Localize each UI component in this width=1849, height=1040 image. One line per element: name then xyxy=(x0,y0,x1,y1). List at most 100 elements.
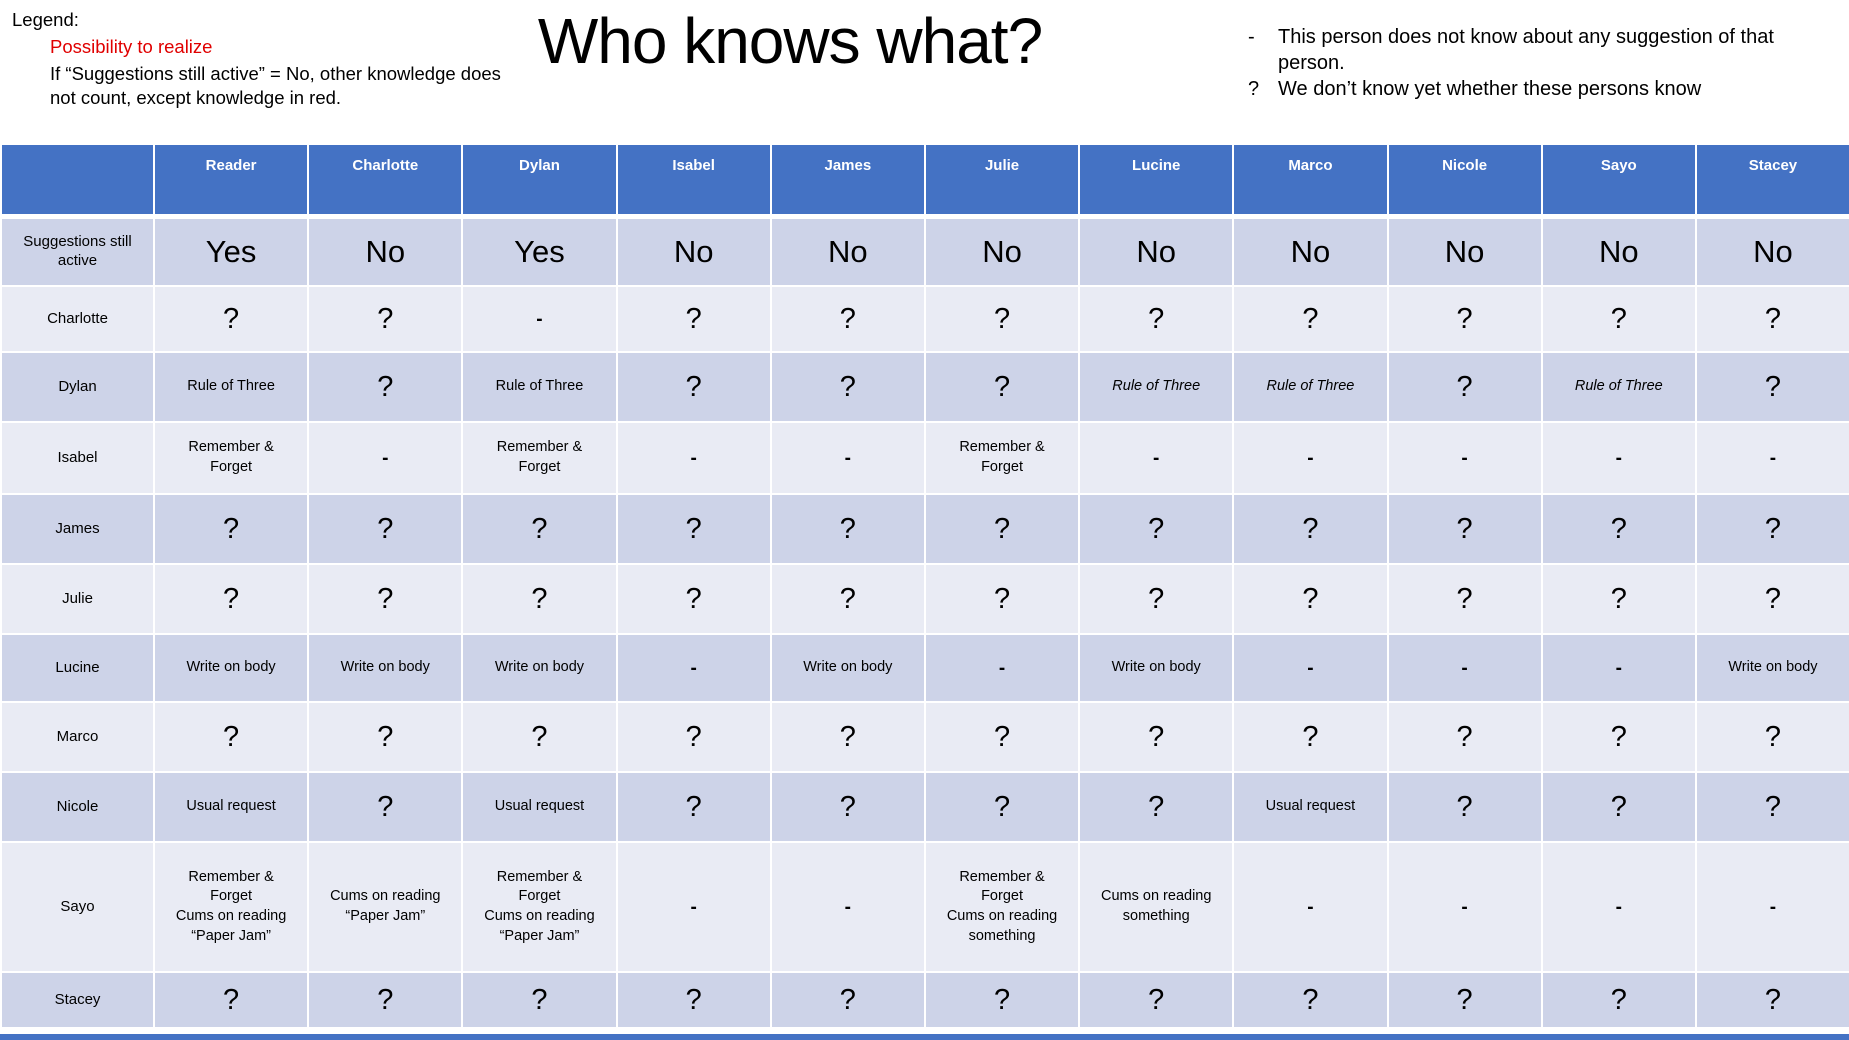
cell-marco-nicole: ? xyxy=(1386,701,1543,773)
table-row-lucine: Lucine Write on body Write on body Write on… xyxy=(0,633,1849,703)
cell-julie-isabel: ? xyxy=(615,563,772,635)
table-row-charlotte: Charlotte?? -???????? xyxy=(0,285,1849,353)
cell-dylan-sayo: Rule of Three xyxy=(1540,351,1697,423)
table-row-marco: Marco??????????? xyxy=(0,701,1849,773)
cell-charlotte-nicole: ? xyxy=(1386,285,1543,353)
legend-red-item: Possibility to realize xyxy=(50,36,213,58)
cell-julie-nicole: ? xyxy=(1386,563,1543,635)
cell-james-sayo: ? xyxy=(1540,493,1697,565)
cell-isabel-nicole: - xyxy=(1386,421,1543,495)
column-header-marco: Marco xyxy=(1232,143,1389,219)
cell-lucine-lucine: Write on body xyxy=(1078,633,1235,703)
column-header-stacey: Stacey xyxy=(1694,143,1849,219)
cell-isabel-charlotte: - xyxy=(307,421,464,495)
cell-stacey-stacey: ? xyxy=(1694,971,1849,1029)
note-bullet: - xyxy=(1248,26,1255,48)
cell-dylan-james: ? xyxy=(769,351,926,423)
cell-julie-sayo: ? xyxy=(1540,563,1697,635)
note-bullet: ? xyxy=(1248,78,1260,100)
cell-stacey-charlotte: ? xyxy=(307,971,464,1029)
cell-suggestions-still-active-isabel: No xyxy=(615,215,772,287)
cell-isabel-dylan: Remember & Forget xyxy=(461,421,618,495)
cell-suggestions-still-active-lucine: No xyxy=(1078,215,1235,287)
cell-stacey-lucine: ? xyxy=(1078,971,1235,1029)
cell-stacey-julie: ? xyxy=(923,971,1081,1029)
cell-julie-reader: ? xyxy=(152,563,310,635)
note-text: We don’t know yet whether these persons … xyxy=(1278,78,1702,100)
cell-dylan-isabel: ? xyxy=(615,351,772,423)
table-row-isabel: Isabel Remember & Forget - Remember & Forge… xyxy=(0,421,1849,495)
cell-dylan-stacey: ? xyxy=(1694,351,1849,423)
cell-charlotte-lucine: ? xyxy=(1078,285,1235,353)
note-item-2: ? We don’t know yet whether these persons… xyxy=(1248,76,1844,102)
table-row-nicole: Nicole Usual request? Usual request???? Usu… xyxy=(0,771,1849,843)
who-knows-table: Reader Charlotte Dylan Isabel James Julie Luci… xyxy=(0,143,1849,1029)
cell-nicole-dylan: Usual request xyxy=(461,771,618,843)
legend-heading: Legend: xyxy=(12,9,79,30)
cell-suggestions-still-active-sayo: No xyxy=(1540,215,1697,287)
cell-nicole-james: ? xyxy=(769,771,926,843)
cell-nicole-stacey: ? xyxy=(1694,771,1849,843)
cell-sayo-nicole: - xyxy=(1386,841,1543,973)
cell-isabel-reader: Remember & Forget xyxy=(152,421,310,495)
cell-julie-lucine: ? xyxy=(1078,563,1235,635)
cell-dylan-julie: ? xyxy=(923,351,1081,423)
cell-stacey-sayo: ? xyxy=(1540,971,1697,1029)
cell-lucine-james: Write on body xyxy=(769,633,926,703)
cell-lucine-dylan: Write on body xyxy=(461,633,618,703)
cell-james-stacey: ? xyxy=(1694,493,1849,565)
page-title: Who knows what? xyxy=(537,5,1043,77)
legend-note: If “Suggestions still active” = No, othe… xyxy=(50,62,501,109)
table-row-stacey: Stacey??????????? xyxy=(0,971,1849,1029)
table-row-julie: Julie??????????? xyxy=(0,563,1849,635)
cell-dylan-charlotte: ? xyxy=(307,351,464,423)
table-row-sayo: Sayo Remember & Forget Cums on reading “P… xyxy=(0,841,1849,973)
cell-dylan-marco: Rule of Three xyxy=(1232,351,1389,423)
cell-sayo-james: - xyxy=(769,841,926,973)
cell-lucine-charlotte: Write on body xyxy=(307,633,464,703)
cell-sayo-charlotte: Cums on reading “Paper Jam” xyxy=(307,841,464,973)
row-label-charlotte: Charlotte xyxy=(0,285,155,353)
cell-isabel-julie: Remember & Forget xyxy=(923,421,1081,495)
legend: Legend: Possibility to realize If “Sugge… xyxy=(12,8,542,111)
cell-marco-james: ? xyxy=(769,701,926,773)
cell-lucine-sayo: - xyxy=(1540,633,1697,703)
cell-lucine-isabel: - xyxy=(615,633,772,703)
cell-marco-charlotte: ? xyxy=(307,701,464,773)
cell-sayo-lucine: Cums on reading something xyxy=(1078,841,1235,973)
column-header-reader: Reader xyxy=(152,143,310,219)
cell-james-isabel: ? xyxy=(615,493,772,565)
cell-suggestions-still-active-julie: No xyxy=(923,215,1081,287)
cell-isabel-james: - xyxy=(769,421,926,495)
cell-dylan-nicole: ? xyxy=(1386,351,1543,423)
note-item-1: - This person does not know about any sug… xyxy=(1248,24,1844,76)
row-label-james: James xyxy=(0,493,155,565)
cell-suggestions-still-active-james: No xyxy=(769,215,926,287)
row-label-marco: Marco xyxy=(0,701,155,773)
cell-lucine-nicole: - xyxy=(1386,633,1543,703)
cell-lucine-stacey: Write on body xyxy=(1694,633,1849,703)
cell-sayo-isabel: - xyxy=(615,841,772,973)
cell-sayo-reader: Remember & Forget Cums on reading “Paper… xyxy=(152,841,310,973)
cell-charlotte-dylan: - xyxy=(461,285,618,353)
column-header-lucine: Lucine xyxy=(1078,143,1235,219)
cell-james-julie: ? xyxy=(923,493,1081,565)
cell-marco-marco: ? xyxy=(1232,701,1389,773)
cell-stacey-reader: ? xyxy=(152,971,310,1029)
cell-lucine-reader: Write on body xyxy=(152,633,310,703)
cell-james-james: ? xyxy=(769,493,926,565)
cell-julie-julie: ? xyxy=(923,563,1081,635)
cell-james-reader: ? xyxy=(152,493,310,565)
row-label-suggestions-still-active: Suggestions still active xyxy=(0,215,155,287)
column-header-nicole: Nicole xyxy=(1386,143,1543,219)
cell-suggestions-still-active-stacey: No xyxy=(1694,215,1849,287)
cell-lucine-marco: - xyxy=(1232,633,1389,703)
note-text: This person does not know about any sugg… xyxy=(1278,26,1774,74)
cell-nicole-julie: ? xyxy=(923,771,1081,843)
cell-james-lucine: ? xyxy=(1078,493,1235,565)
row-label-nicole: Nicole xyxy=(0,771,155,843)
row-label-stacey: Stacey xyxy=(0,971,155,1029)
cell-sayo-sayo: - xyxy=(1540,841,1697,973)
cell-dylan-dylan: Rule of Three xyxy=(461,351,618,423)
